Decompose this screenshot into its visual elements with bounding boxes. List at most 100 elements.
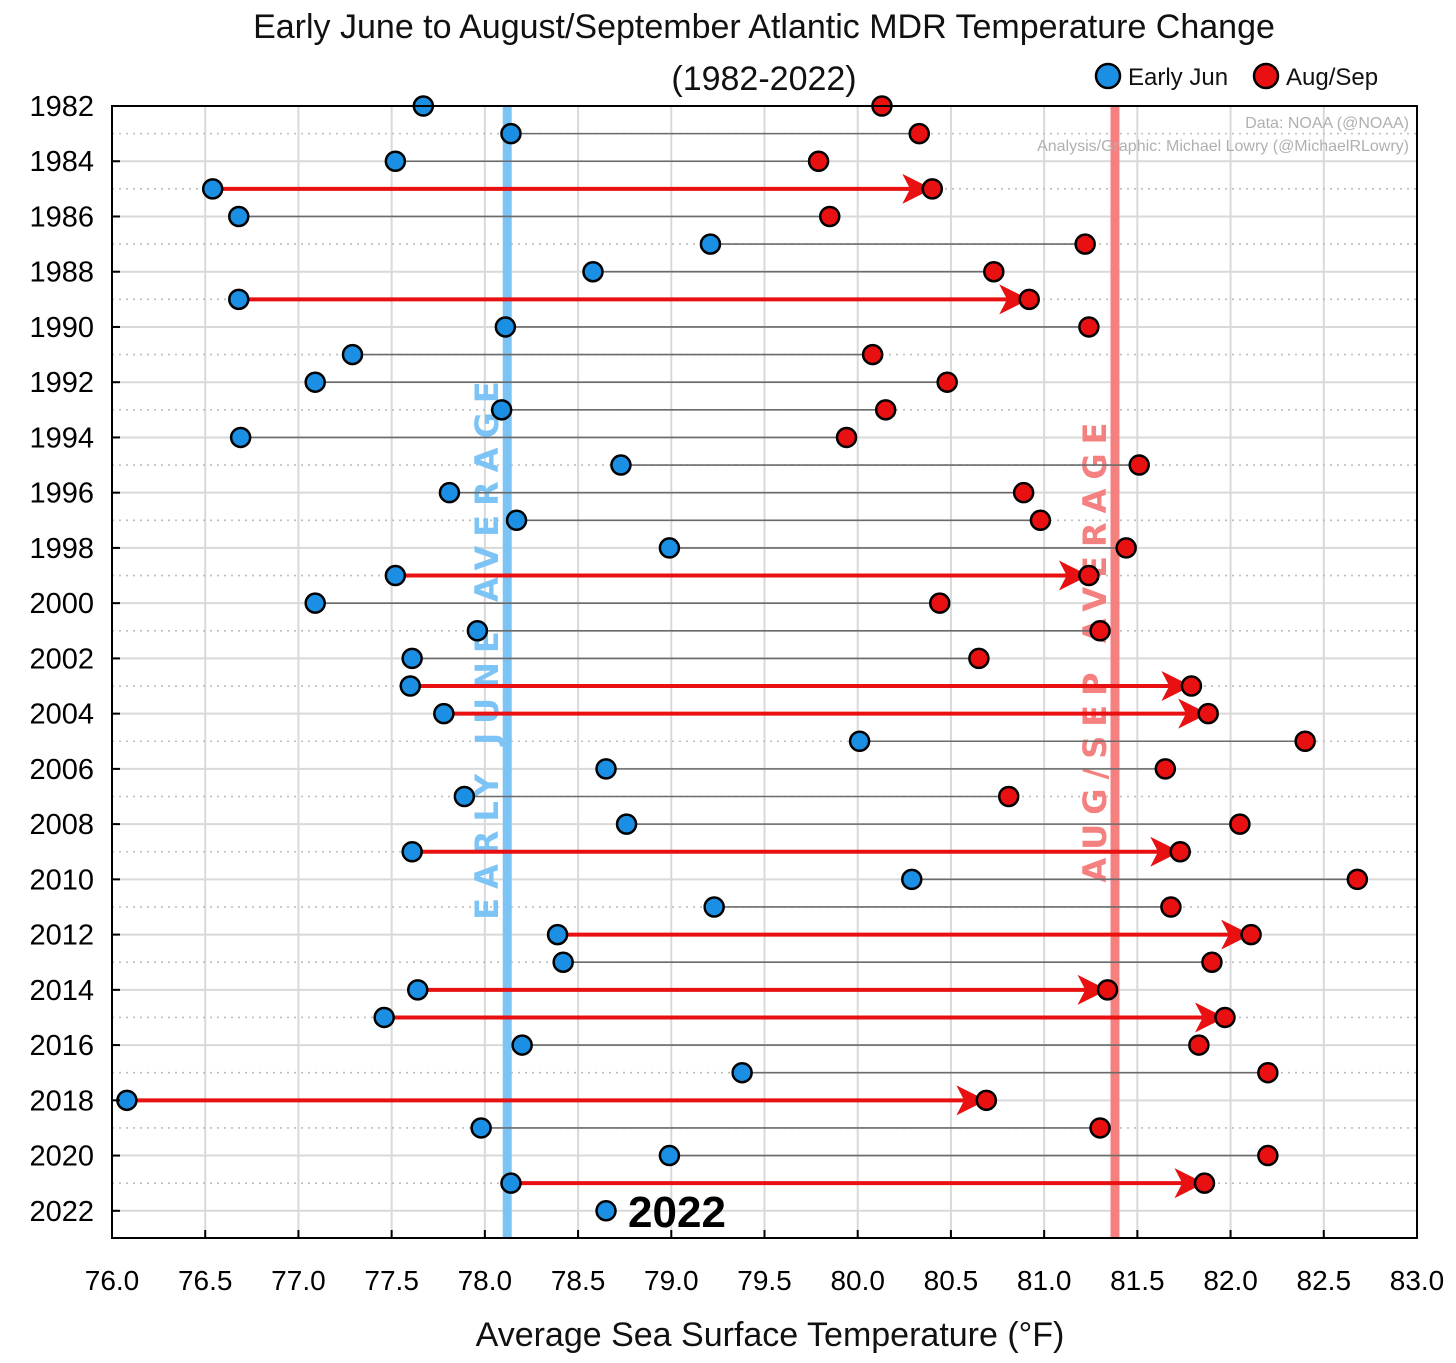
early-jun-point xyxy=(490,399,513,421)
early-jun-point xyxy=(384,150,407,172)
early-jun-point xyxy=(438,481,461,504)
aug-sep-point xyxy=(1169,840,1191,863)
early-jun-point xyxy=(552,951,574,973)
aug-sep-point xyxy=(1201,951,1223,973)
aug-sep-point xyxy=(1078,564,1100,587)
y-tick-label: 2006 xyxy=(29,754,94,786)
aug-sep-point xyxy=(1074,233,1096,255)
early-jun-point xyxy=(848,730,871,753)
x-tick-label: 79.5 xyxy=(737,1265,792,1296)
aug-sep-point xyxy=(835,426,858,449)
aug-sep-point xyxy=(1188,1034,1210,1056)
early-jun-point xyxy=(406,979,429,1001)
callout: 2022 xyxy=(628,1188,726,1237)
early-jun-point xyxy=(228,288,250,311)
early-jun-point xyxy=(615,813,638,835)
aug-sep-average-label: AUG/SEP AVERAGE xyxy=(1076,414,1114,883)
early-jun-point xyxy=(201,178,224,200)
aug-sep-point xyxy=(1012,481,1035,504)
early-jun-point xyxy=(901,868,923,891)
y-tick-label: 1982 xyxy=(29,91,94,123)
y-tick-label: 1990 xyxy=(29,312,94,344)
early-jun-point xyxy=(399,675,422,697)
early-jun-point xyxy=(511,1034,533,1056)
x-tick-label: 83.0 xyxy=(1390,1265,1445,1296)
early-jun-point xyxy=(433,702,455,725)
aug-sep-point xyxy=(968,647,990,670)
aug-sep-point xyxy=(1154,758,1177,780)
y-tick-label: 2008 xyxy=(29,809,94,841)
credit-data-source: Data: NOAA (@NOAA) xyxy=(1245,115,1409,132)
chart-subtitle: (1982-2022) xyxy=(671,60,856,98)
x-tick-label: 76.0 xyxy=(85,1265,140,1296)
early-jun-point xyxy=(453,785,476,808)
data-points xyxy=(116,95,1369,1222)
early-jun-point xyxy=(505,509,528,532)
aug-sep-point xyxy=(1078,316,1100,338)
aug-sep-point xyxy=(1193,1172,1216,1194)
x-tick-label: 81.0 xyxy=(1017,1265,1072,1296)
tick-labels: 76.0 76.5 77.0 77.5 78.0 78.5 79.0 79.5 80.0 80.5… xyxy=(29,91,1444,1296)
early-jun-point xyxy=(384,564,407,587)
aug-sep-point xyxy=(908,122,930,145)
x-tick-label: 77.5 xyxy=(364,1265,419,1296)
aug-sep-point xyxy=(1346,868,1369,891)
aug-sep-point xyxy=(1089,1117,1111,1139)
y-tick-label: 2014 xyxy=(29,975,94,1007)
x-tick-label: 77.0 xyxy=(271,1265,326,1296)
connectors xyxy=(126,105,1358,1199)
early-jun-point xyxy=(610,454,632,476)
legend-label-early-jun: Early Jun xyxy=(1128,64,1228,91)
aug-sep-point xyxy=(1018,288,1040,311)
y-tick-label: 2004 xyxy=(29,699,94,731)
aug-sep-point xyxy=(1257,1061,1279,1084)
chart-title: Early June to August/September Atlantic … xyxy=(253,8,1275,46)
x-tick-label: 80.0 xyxy=(830,1265,885,1296)
x-tick-label: 81.5 xyxy=(1110,1265,1165,1296)
early-jun-point xyxy=(401,840,423,863)
x-tick-label: 82.0 xyxy=(1203,1265,1258,1296)
early-jun-point xyxy=(466,620,489,642)
early-jun-point xyxy=(470,1117,492,1139)
early-jun-point xyxy=(703,896,725,918)
credit-analysis: Analysis/Graphic: Michael Lowry (@Michae… xyxy=(1037,138,1409,155)
y-tick-label: 1994 xyxy=(29,422,94,454)
x-tick-label: 78.5 xyxy=(551,1265,606,1296)
early-jun-point xyxy=(595,758,617,780)
early-jun-point xyxy=(658,537,681,559)
y-tick-label: 1986 xyxy=(29,201,94,233)
aug-sep-point xyxy=(1029,509,1052,532)
y-tick-label: 2000 xyxy=(29,588,94,620)
aug-sep-point xyxy=(928,592,951,614)
early-jun-point xyxy=(582,260,604,283)
aug-sep-point xyxy=(1257,1144,1279,1167)
aug-sep-point xyxy=(1115,537,1137,559)
grid xyxy=(111,105,1418,1238)
aug-sep-point xyxy=(1128,454,1150,476)
early-jun-point xyxy=(595,1200,617,1222)
y-tick-label: 2020 xyxy=(29,1141,94,1173)
aug-sep-point xyxy=(1240,923,1262,946)
aug-sep-point xyxy=(1214,1006,1236,1029)
reference-lines: EARLY JUNE AVERAGE AUG/SEP AVERAGE xyxy=(468,106,1120,1238)
y-tick-label: 2002 xyxy=(29,643,94,675)
y-tick-label: 2022 xyxy=(29,1196,94,1228)
aug-sep-point xyxy=(819,205,841,228)
early-jun-point xyxy=(341,343,364,366)
aug-sep-point xyxy=(1096,979,1119,1001)
y-tick-label: 2012 xyxy=(29,920,94,952)
legend: Early Jun Aug/Sep xyxy=(1094,62,1378,91)
early-june-average-label: EARLY JUNE AVERAGE xyxy=(468,372,506,919)
aug-sep-point xyxy=(1089,620,1111,642)
x-tick-label: 76.5 xyxy=(178,1265,233,1296)
early-jun-point xyxy=(401,647,423,670)
early-jun-point xyxy=(116,1089,138,1112)
y-tick-label: 1988 xyxy=(29,257,94,289)
aug-sep-point xyxy=(975,1089,998,1112)
y-tick-label: 1984 xyxy=(29,146,94,178)
aug-sep-point xyxy=(1294,730,1316,753)
early-jun-point xyxy=(658,1144,681,1167)
y-tick-label: 1996 xyxy=(29,478,94,510)
credits: Data: NOAA (@NOAA) Analysis/Graphic: Mic… xyxy=(1037,115,1409,155)
